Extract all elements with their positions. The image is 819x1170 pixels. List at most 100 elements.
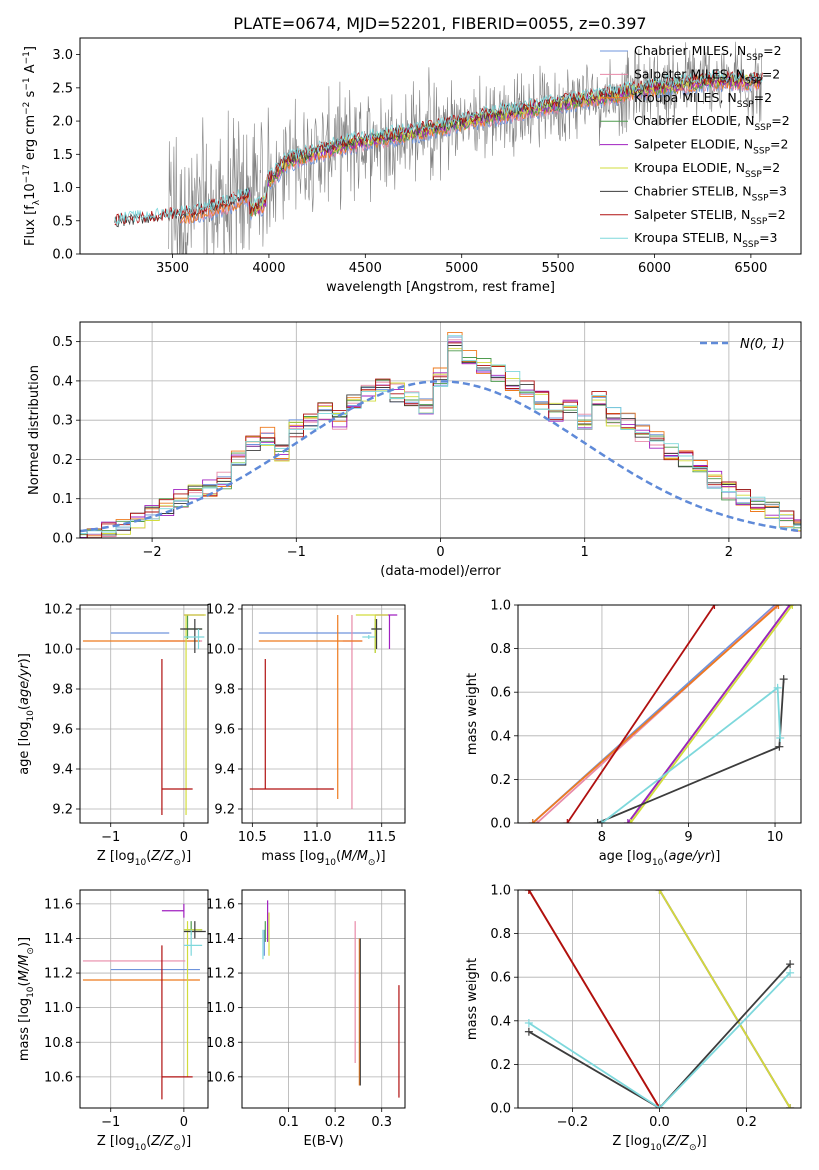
label-part: )] <box>181 849 191 864</box>
label-part: age/yr <box>17 662 32 705</box>
panel-age-vs-mass: 10.5 11.0 11.5 9.2 9.4 9.6 9.8 10.0 10.2 mass [lo… <box>206 603 406 868</box>
x-tick-label: 9 <box>684 830 692 845</box>
y-tick-label: 0.8 <box>490 927 511 942</box>
panel-massweight-vs-Z: −0.2 0.0 0.2 0.0 0.2 0.4 0.6 0.8 1.0 mass weight Z… <box>465 884 802 1153</box>
model-line <box>249 76 761 217</box>
weight-line <box>627 605 791 823</box>
y-tick-label: 10.0 <box>206 643 235 658</box>
label-part: Kroupa MILES, N <box>634 90 737 105</box>
y-tick-label: 0.5 <box>52 214 73 229</box>
panel-massweight-vs-age: 8 9 10 0.0 0.2 0.4 0.6 0.8 1.0 mass weight age [lo… <box>465 599 802 868</box>
weight-line <box>629 605 794 823</box>
label-part: λ <box>32 199 42 205</box>
y-tick-label: 0.5 <box>52 335 73 350</box>
label-part: −2 <box>22 102 32 115</box>
label-part: 10 <box>135 1143 147 1153</box>
label-part: −1 <box>22 77 32 90</box>
label-part: Chabrier MILES, N <box>634 43 746 58</box>
label-part: SSP <box>750 217 767 227</box>
label-part: 10 <box>652 858 664 868</box>
x-tick-label: 0 <box>180 1115 188 1130</box>
legend-label: Chabrier MILES, NSSP=2 <box>634 43 782 63</box>
axes-frame <box>241 889 406 1109</box>
y-tick-label: 1.0 <box>52 181 73 196</box>
label-part: Z [log <box>612 1134 650 1149</box>
y-axis-label: Flux [fλ10−17 erg cm−2 s−1 A−1] <box>22 46 42 246</box>
legend-label: Kroupa ELODIE, NSSP=2 <box>634 160 780 180</box>
y-axis-label: Normed distribution <box>27 365 42 495</box>
y-tick-label: 10.6 <box>44 1070 73 1085</box>
y-tick-label: 11.2 <box>206 967 235 982</box>
panel-mass-vs-EBV: 0.1 0.2 0.3 10.6 10.8 11.0 11.2 11.4 11.6 E(B-V) <box>206 889 406 1149</box>
plot-area <box>82 614 206 815</box>
y-tick-label: 0.0 <box>490 817 511 832</box>
label-part: ( <box>17 981 32 986</box>
label-part: 10 <box>23 183 38 200</box>
label-part: mass [log <box>17 998 32 1061</box>
y-tick-label: 11.2 <box>44 967 73 982</box>
label-part: age [log <box>599 849 652 864</box>
label-part: Z [log <box>97 849 135 864</box>
label-part: ⊙ <box>689 1143 697 1153</box>
y-tick-label: 9.6 <box>52 723 73 738</box>
y-tick-label: 2.0 <box>52 115 73 130</box>
y-tick-label: 0.1 <box>52 492 73 507</box>
x-axis-label: Z [log10(Z/Z⊙)] <box>612 1134 706 1153</box>
weight-line <box>528 972 791 1108</box>
plot-area <box>82 903 206 1100</box>
label-part: 10 <box>325 858 337 868</box>
weight-line <box>566 605 716 823</box>
legend-label: Kroupa STELIB, NSSP=3 <box>634 230 778 250</box>
y-tick-label: 0.2 <box>490 773 511 788</box>
histogram-step <box>80 339 801 538</box>
label-part: Flux [f <box>23 205 38 246</box>
y-tick-label: 3.0 <box>52 48 73 63</box>
label-part: Z/Z <box>150 1134 174 1149</box>
y-tick-label: 10.6 <box>206 1070 235 1085</box>
label-part: SSP <box>737 100 754 110</box>
legend: N(0, 1) <box>700 337 785 352</box>
label-part: wavelength [Angstrom, rest frame] <box>326 280 555 295</box>
label-part: ⊙ <box>173 858 181 868</box>
label-part: )] <box>181 1134 191 1149</box>
weight-line <box>528 890 661 1108</box>
label-part: =2 <box>762 66 780 81</box>
x-tick-label: 10.5 <box>238 830 267 845</box>
x-tick-label: −1 <box>287 545 306 560</box>
legend-label: Chabrier STELIB, NSSP=3 <box>634 183 787 203</box>
label-part: )] <box>697 1134 707 1149</box>
label-part: mass weight <box>465 958 480 1040</box>
label-part: 10 <box>650 1143 662 1153</box>
x-tick-label: 11.0 <box>303 830 332 845</box>
x-tick-label: 0.2 <box>736 1115 757 1130</box>
x-tick-label: 4000 <box>252 261 285 276</box>
label-part: M/M <box>341 849 368 864</box>
y-tick-label: 11.6 <box>206 897 235 912</box>
panel-spectrum: 3500 4000 4500 5000 5500 6000 6500 0.0 0.5 1.0 1.5… <box>22 37 802 295</box>
label-part: age [log <box>17 722 32 775</box>
legend-label: Kroupa MILES, NSSP=2 <box>634 90 772 110</box>
plot-area <box>528 605 797 823</box>
label-part: Kroupa ELODIE, N <box>634 160 745 175</box>
x-tick-label: 0.3 <box>371 1115 392 1130</box>
y-tick-label: 11.0 <box>206 1001 235 1016</box>
x-tick-label: 11.5 <box>367 830 396 845</box>
histogram-step <box>80 348 801 538</box>
y-axis-label: age [log10(age/yr)] <box>17 653 36 775</box>
y-tick-label: 0.4 <box>52 374 73 389</box>
plot-area <box>249 614 398 809</box>
label-part: ] <box>23 46 38 51</box>
label-part: ( <box>336 849 341 864</box>
label-part: ⊙ <box>368 858 376 868</box>
x-axis-label: Z [log10(Z/Z⊙)] <box>97 849 191 868</box>
x-tick-label: −1 <box>101 1115 120 1130</box>
y-tick-label: 11.0 <box>44 1001 73 1016</box>
axes-frame <box>79 321 802 539</box>
y-tick-label: 11.6 <box>44 897 73 912</box>
x-tick-label: −1 <box>101 830 120 845</box>
label-part: =3 <box>769 183 787 198</box>
label-part: N(0, 1) <box>740 337 785 352</box>
label-part: E(B-V) <box>303 1134 343 1149</box>
